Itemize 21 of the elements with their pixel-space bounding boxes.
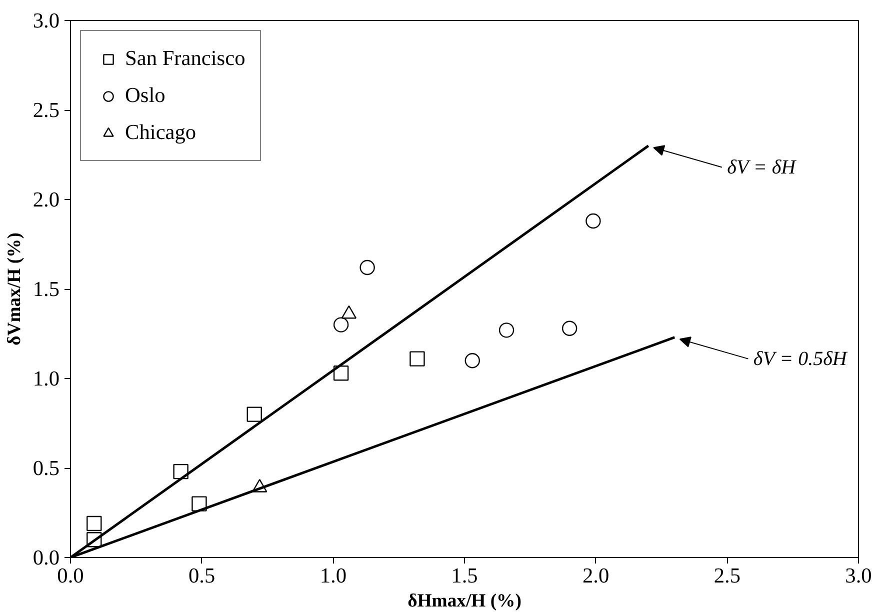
annotation: δV = 0.5δH <box>753 348 848 370</box>
legend-label: Oslo <box>125 83 166 108</box>
x-tick-label: 0.0 <box>57 564 84 588</box>
x-axis-title: δHmax/H (%) <box>408 590 522 612</box>
annotation: δV = δH <box>727 156 798 178</box>
x-tick-label: 2.5 <box>714 564 741 588</box>
y-axis-title: δVmax/H (%) <box>4 232 25 346</box>
legend-label: Chicago <box>125 120 196 145</box>
y-tick-label: 2.0 <box>32 188 60 212</box>
y-tick-label: 2.5 <box>32 98 60 122</box>
y-tick-label: 3.0 <box>32 8 60 32</box>
y-tick-label: 0.5 <box>32 456 60 480</box>
y-tick-label: 1.0 <box>32 366 60 390</box>
x-tick-label: 0.5 <box>188 564 216 588</box>
x-tick-label: 2.0 <box>582 564 610 588</box>
x-tick-label: 3.0 <box>845 564 872 588</box>
legend-label: San Francisco <box>125 46 246 71</box>
y-tick-label: 1.5 <box>32 277 60 301</box>
x-tick-label: 1.5 <box>451 564 478 588</box>
x-tick-label: 1.0 <box>320 564 347 588</box>
y-tick-label: 0.0 <box>32 546 60 570</box>
